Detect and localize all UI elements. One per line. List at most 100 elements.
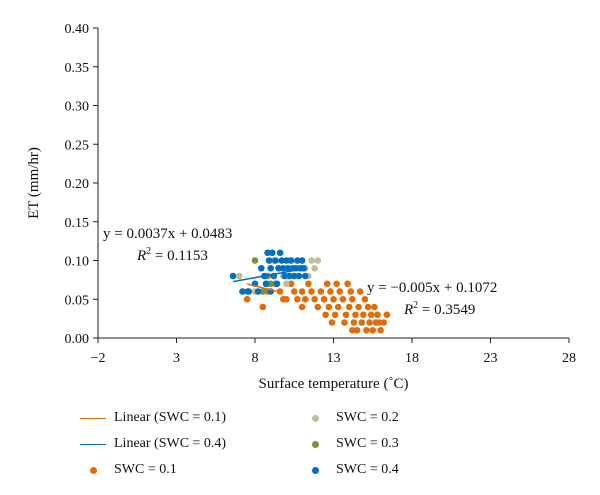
legend-dot-swatch <box>311 414 319 422</box>
data-point <box>294 295 301 303</box>
data-point <box>377 326 384 334</box>
data-point <box>345 303 353 311</box>
data-point <box>298 288 306 295</box>
y-tick-label: 0.20 <box>65 177 90 192</box>
x-axis-title: Surface temperature (˚C) <box>259 376 409 392</box>
legend-label: SWC = 0.4 <box>336 462 399 477</box>
data-point <box>333 280 340 288</box>
data-point <box>355 303 362 311</box>
trendline-equation: y = 0.0037x + 0.0483 <box>103 226 232 242</box>
trendline-r-squared: R2 = 0.1153 <box>136 246 208 264</box>
y-tick-label: 0.40 <box>65 22 90 37</box>
data-point <box>369 326 377 334</box>
equation-labels: y = −0.005x + 0.1072 R2 = 0.3549 y = 0.003… <box>103 226 497 318</box>
data-point <box>267 280 275 288</box>
data-point <box>320 295 328 303</box>
data-point <box>283 257 290 264</box>
data-point <box>353 326 361 334</box>
data-point <box>314 257 322 264</box>
data-point <box>330 295 337 303</box>
data-point <box>323 280 331 288</box>
data-point <box>286 272 293 280</box>
data-point <box>349 295 356 303</box>
data-point <box>264 249 271 257</box>
data-point <box>311 295 318 303</box>
data-point <box>257 264 265 272</box>
trendline <box>246 283 279 293</box>
data-point <box>374 311 381 319</box>
y-tick-label: 0.05 <box>65 293 90 308</box>
legend-dot-swatch <box>311 440 319 448</box>
x-tick-label: 23 <box>484 351 498 366</box>
legend-dot-swatch <box>89 466 97 474</box>
y-tick-label: 0.00 <box>65 332 90 347</box>
x-tick-label: 8 <box>252 351 259 366</box>
data-point <box>276 288 284 295</box>
legend-item-swc-0.3: SWC = 0.3 <box>302 434 399 454</box>
data-point <box>294 257 301 264</box>
data-point <box>298 257 306 264</box>
y-tick-label: 0.35 <box>65 61 90 76</box>
x-tick-label: 13 <box>327 351 341 366</box>
data-point <box>331 311 339 319</box>
data-point <box>245 288 253 295</box>
data-point <box>347 288 355 295</box>
data-point <box>298 303 306 311</box>
x-tick-label: 28 <box>562 351 576 366</box>
data-point <box>311 264 318 272</box>
legend-label: SWC = 0.2 <box>336 410 399 425</box>
data-point <box>268 249 276 257</box>
data-point <box>364 303 372 311</box>
data-point <box>272 257 279 264</box>
legend-label: Linear (SWC = 0.4) <box>114 436 227 451</box>
data-point <box>295 272 303 280</box>
data-point <box>283 280 290 288</box>
data-point <box>349 326 356 334</box>
data-point <box>283 295 290 303</box>
data-point <box>361 295 369 303</box>
x-tick-label: 18 <box>405 351 419 366</box>
data-point <box>308 257 315 264</box>
data-point <box>273 280 281 288</box>
y-tick-label: 0.30 <box>65 100 90 115</box>
y-tick-label: 0.15 <box>65 216 90 231</box>
legend-line-swatch <box>80 443 106 445</box>
data-point <box>259 288 267 295</box>
legend-dot-swatch <box>311 466 319 474</box>
data-point <box>375 319 383 326</box>
data-point <box>290 272 298 280</box>
data-point <box>305 280 312 288</box>
trendline-equation: y = −0.005x + 0.1072 <box>367 280 497 296</box>
legend-line-swatch <box>80 417 106 419</box>
data-point <box>363 326 370 334</box>
data-point <box>301 272 309 280</box>
legend-label: SWC = 0.1 <box>114 462 177 477</box>
data-point <box>314 303 322 311</box>
legend-label: SWC = 0.3 <box>336 436 399 451</box>
data-point <box>284 264 292 272</box>
data-point <box>383 311 391 319</box>
data-point <box>322 311 329 319</box>
data-point <box>356 288 364 295</box>
x-tick-label: 3 <box>173 351 180 366</box>
data-point <box>325 303 333 311</box>
data-point <box>308 288 315 295</box>
trendline-r-squared: R2 = 0.3549 <box>403 300 475 318</box>
data-point <box>287 280 295 288</box>
trendline <box>232 267 306 283</box>
data-point <box>254 288 262 295</box>
data-point <box>327 288 334 295</box>
data-point <box>236 272 243 280</box>
data-point <box>350 319 358 326</box>
y-tick-label: 0.10 <box>65 255 90 270</box>
data-point <box>371 303 378 311</box>
data-point <box>317 288 325 295</box>
data-point <box>341 319 348 326</box>
scatter-chart: 0.00 0.05 0.10 0.15 0.20 0.25 0.30 0.35 0.40 −2 3 8… <box>26 22 576 392</box>
data-point <box>267 264 275 272</box>
data-point <box>281 272 289 280</box>
legend-label: Linear (SWC = 0.1) <box>114 410 227 425</box>
data-point <box>380 319 388 326</box>
data-point <box>344 280 351 288</box>
data-point <box>367 311 375 319</box>
